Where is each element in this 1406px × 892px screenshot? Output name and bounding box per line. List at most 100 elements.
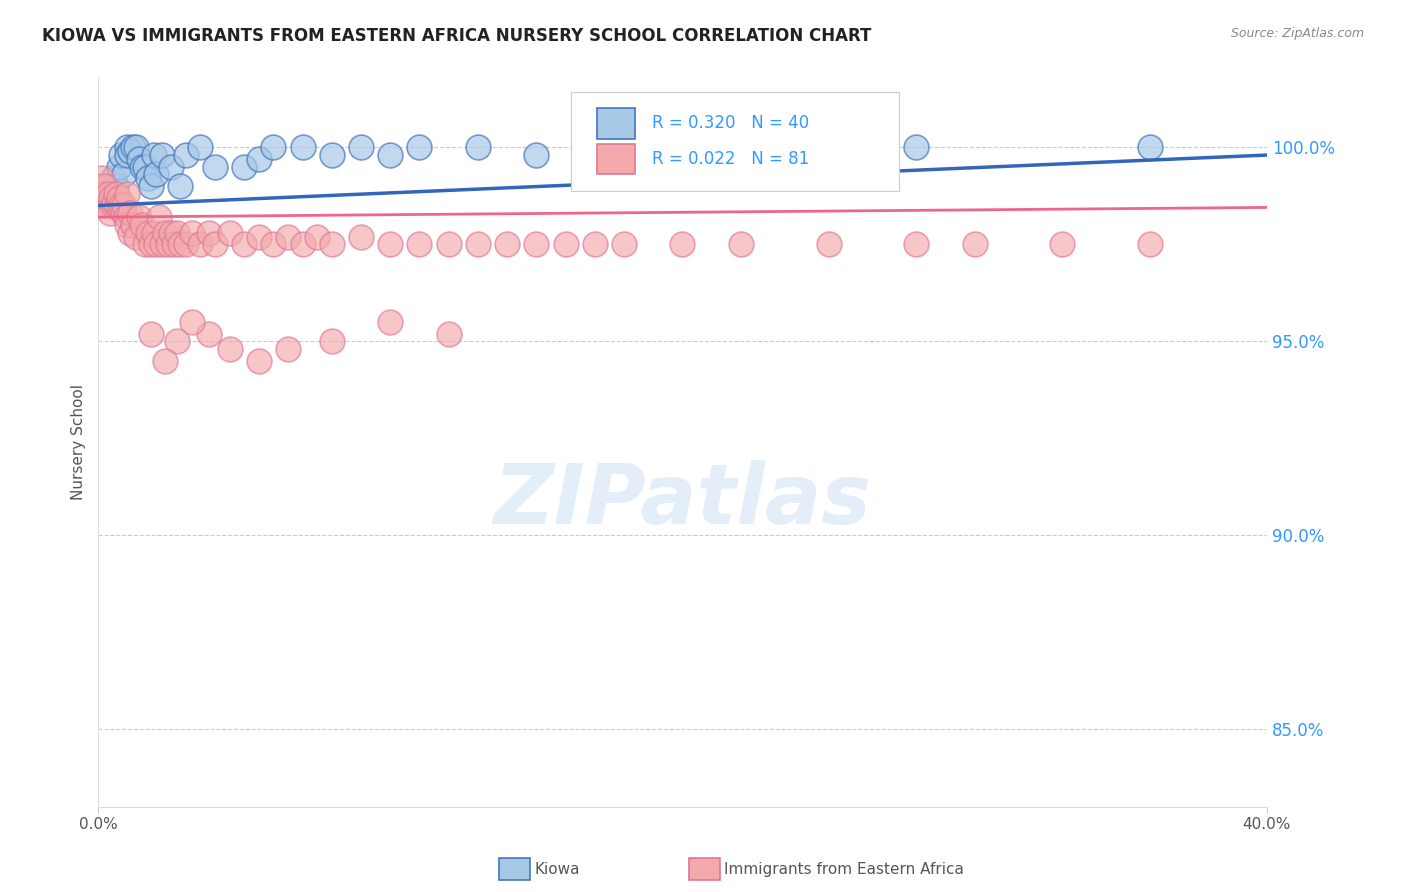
Point bbox=[905, 140, 928, 154]
Point bbox=[101, 198, 124, 212]
Point bbox=[101, 171, 124, 186]
Point bbox=[180, 315, 202, 329]
Point bbox=[1052, 237, 1074, 252]
Point bbox=[218, 342, 240, 356]
Point bbox=[1139, 140, 1161, 154]
Point bbox=[496, 237, 519, 252]
Point bbox=[155, 226, 177, 240]
Point bbox=[350, 229, 373, 244]
Point bbox=[120, 144, 142, 158]
Point bbox=[114, 210, 136, 224]
Point bbox=[277, 342, 299, 356]
Point bbox=[321, 334, 343, 349]
Point bbox=[204, 237, 226, 252]
Point bbox=[817, 148, 839, 162]
Point bbox=[107, 191, 129, 205]
Point bbox=[134, 237, 156, 252]
Point bbox=[110, 198, 132, 212]
Point bbox=[380, 315, 402, 329]
Text: Immigrants from Eastern Africa: Immigrants from Eastern Africa bbox=[724, 863, 965, 877]
Point bbox=[90, 171, 112, 186]
Text: R = 0.022   N = 81: R = 0.022 N = 81 bbox=[652, 150, 810, 169]
Point bbox=[524, 237, 547, 252]
Point bbox=[145, 168, 167, 182]
Point bbox=[139, 326, 162, 341]
Point bbox=[93, 198, 115, 212]
Bar bbox=[598, 108, 634, 139]
Point bbox=[233, 160, 256, 174]
Point bbox=[142, 148, 165, 162]
Point bbox=[467, 140, 489, 154]
Point bbox=[350, 140, 373, 154]
Point bbox=[139, 237, 162, 252]
Point bbox=[730, 140, 752, 154]
Point bbox=[583, 237, 606, 252]
Point bbox=[307, 229, 329, 244]
Point bbox=[103, 194, 125, 209]
Point bbox=[117, 148, 139, 162]
Bar bbox=[598, 144, 634, 175]
Point bbox=[128, 152, 150, 166]
Point bbox=[122, 140, 145, 154]
Point bbox=[142, 226, 165, 240]
Point bbox=[408, 140, 430, 154]
Point bbox=[188, 140, 211, 154]
Y-axis label: Nursery School: Nursery School bbox=[72, 384, 86, 500]
Point bbox=[204, 160, 226, 174]
Point bbox=[291, 237, 314, 252]
Point bbox=[105, 198, 128, 212]
Point bbox=[125, 140, 148, 154]
Point bbox=[291, 140, 314, 154]
Point bbox=[150, 148, 173, 162]
Point bbox=[98, 206, 121, 220]
Point bbox=[583, 140, 606, 154]
Point bbox=[117, 218, 139, 232]
Point bbox=[174, 148, 197, 162]
Point bbox=[150, 237, 173, 252]
Point bbox=[321, 237, 343, 252]
Point bbox=[198, 226, 221, 240]
Point bbox=[467, 237, 489, 252]
Point bbox=[94, 179, 117, 194]
Point bbox=[524, 148, 547, 162]
Point bbox=[233, 237, 256, 252]
Point bbox=[437, 326, 460, 341]
Point bbox=[134, 160, 156, 174]
Point bbox=[128, 210, 150, 224]
Point bbox=[111, 206, 134, 220]
Text: ZIPatlas: ZIPatlas bbox=[494, 460, 872, 541]
Text: R = 0.320   N = 40: R = 0.320 N = 40 bbox=[652, 114, 810, 132]
Point bbox=[120, 226, 142, 240]
Point bbox=[125, 229, 148, 244]
Point bbox=[139, 179, 162, 194]
Point bbox=[96, 191, 118, 205]
Point bbox=[160, 226, 183, 240]
Point bbox=[174, 237, 197, 252]
Point bbox=[277, 229, 299, 244]
Point bbox=[730, 237, 752, 252]
Point bbox=[166, 334, 188, 349]
Point bbox=[107, 160, 129, 174]
Text: Source: ZipAtlas.com: Source: ZipAtlas.com bbox=[1230, 27, 1364, 40]
Point bbox=[155, 353, 177, 368]
Point bbox=[437, 237, 460, 252]
Point bbox=[117, 140, 139, 154]
FancyBboxPatch shape bbox=[571, 92, 898, 191]
Point bbox=[321, 148, 343, 162]
Point bbox=[89, 179, 111, 194]
Point bbox=[104, 186, 127, 201]
Point bbox=[157, 237, 180, 252]
Point bbox=[218, 226, 240, 240]
Point bbox=[110, 148, 132, 162]
Point bbox=[100, 191, 122, 205]
Point bbox=[554, 237, 576, 252]
Point bbox=[671, 237, 693, 252]
Text: Kiowa: Kiowa bbox=[534, 863, 579, 877]
Point bbox=[163, 237, 186, 252]
Point bbox=[112, 168, 135, 182]
Point bbox=[104, 179, 127, 194]
Point bbox=[145, 237, 167, 252]
Point bbox=[96, 194, 118, 209]
Text: KIOWA VS IMMIGRANTS FROM EASTERN AFRICA NURSERY SCHOOL CORRELATION CHART: KIOWA VS IMMIGRANTS FROM EASTERN AFRICA … bbox=[42, 27, 872, 45]
Point bbox=[131, 160, 153, 174]
